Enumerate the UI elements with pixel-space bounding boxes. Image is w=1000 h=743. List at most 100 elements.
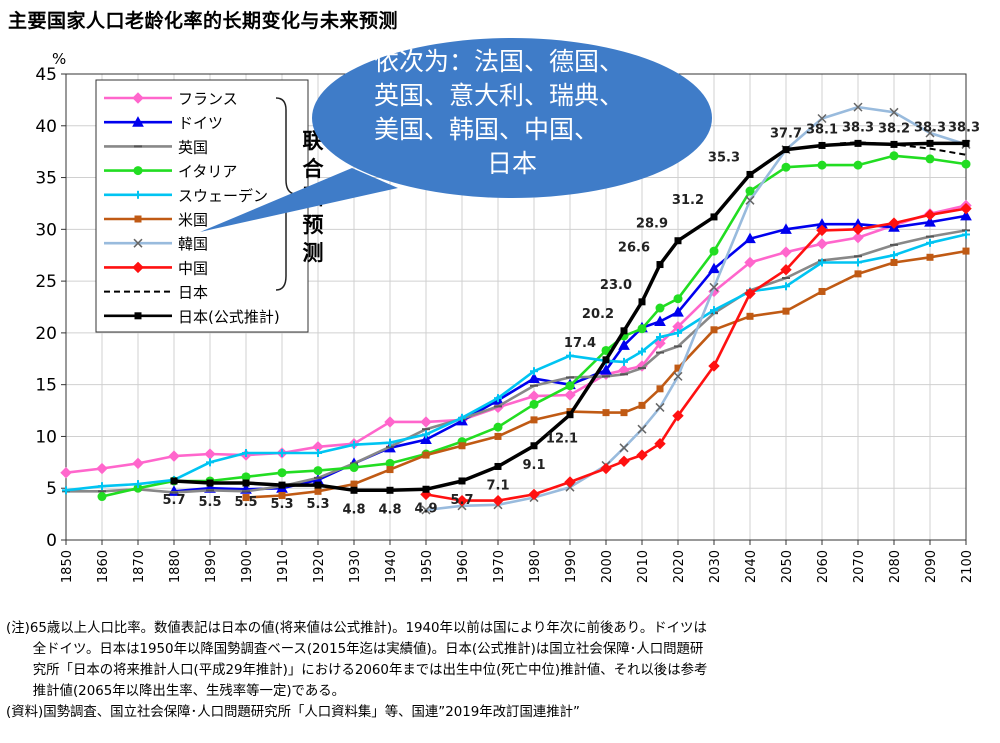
data-point <box>925 154 935 164</box>
data-point <box>888 217 900 229</box>
data-point <box>854 270 862 278</box>
data-point <box>710 326 718 334</box>
data-point <box>313 466 323 476</box>
legend-label: 日本(公式推計) <box>178 308 280 326</box>
x-tick-label: 1980 <box>528 550 543 583</box>
data-point <box>654 337 666 349</box>
data-point <box>818 141 826 149</box>
data-point <box>816 238 828 250</box>
data-point <box>636 449 648 461</box>
data-point <box>672 306 684 317</box>
data-point <box>529 399 539 409</box>
data-label: 26.6 <box>618 241 650 256</box>
data-point <box>744 256 756 269</box>
data-point <box>817 113 827 124</box>
data-label: 38.1 <box>806 122 838 137</box>
data-point <box>889 107 899 117</box>
data-point <box>638 298 646 306</box>
data-point <box>494 462 502 470</box>
callout-tail <box>200 168 398 232</box>
data-point <box>637 324 647 334</box>
x-tick-label: 1900 <box>240 550 255 583</box>
data-point <box>530 442 538 450</box>
legend-label: 英国 <box>178 138 208 156</box>
x-tick-label: 1920 <box>312 550 327 583</box>
data-point <box>780 223 792 234</box>
series-6 <box>242 247 970 502</box>
data-point <box>422 485 430 493</box>
x-tick-label: 1870 <box>132 550 147 583</box>
data-label: 9.1 <box>522 458 545 473</box>
y-axis-label: % <box>52 50 66 68</box>
data-point <box>673 294 683 304</box>
data-point <box>782 307 790 315</box>
data-point <box>853 102 863 112</box>
data-point <box>314 481 322 489</box>
y-tick-label: 30 <box>35 220 57 240</box>
data-point <box>314 487 322 495</box>
x-tick-label: 2050 <box>780 550 795 583</box>
data-point <box>853 160 863 170</box>
data-point <box>422 451 430 459</box>
data-point <box>708 262 720 274</box>
data-point <box>97 492 107 502</box>
data-point <box>674 237 682 245</box>
data-point <box>637 424 647 434</box>
data-point <box>386 486 394 494</box>
data-point <box>618 339 630 350</box>
data-point <box>600 462 612 475</box>
data-point <box>132 457 144 470</box>
legend-label: 韓国 <box>178 235 208 253</box>
data-point <box>134 312 142 320</box>
data-point <box>655 402 665 412</box>
series-line <box>425 207 967 502</box>
data-point <box>618 455 630 468</box>
x-tick-label: 2010 <box>636 550 651 583</box>
data-label: 12.1 <box>546 432 578 447</box>
data-point <box>674 364 682 372</box>
data-label: 28.9 <box>636 217 668 232</box>
legend-label: 日本 <box>178 284 208 302</box>
data-label: 31.2 <box>672 193 704 208</box>
data-point <box>566 411 574 419</box>
data-point <box>638 401 646 409</box>
x-tick-label: 2090 <box>924 550 939 583</box>
data-point <box>385 458 395 468</box>
data-label: 5.7 <box>162 493 185 508</box>
data-label: 38.3 <box>842 120 874 135</box>
data-point <box>744 232 756 244</box>
data-point <box>530 416 538 424</box>
data-label: 4.8 <box>342 502 365 517</box>
data-point <box>780 264 792 276</box>
data-point <box>168 450 180 462</box>
data-point <box>349 463 359 473</box>
series-line <box>66 229 967 494</box>
x-tick-label: 2060 <box>816 550 831 583</box>
data-label: 5.3 <box>270 497 293 512</box>
data-point <box>926 253 934 261</box>
data-point <box>780 246 792 258</box>
legend-label: 中国 <box>178 259 208 277</box>
data-point <box>134 215 142 223</box>
data-label: 38.3 <box>914 120 946 135</box>
note-line: 推計値(2065年以降出生率、生残率等一定)である。 <box>6 684 345 699</box>
data-point <box>384 416 396 428</box>
callout-bubble <box>312 38 712 198</box>
data-label: 37.7 <box>770 127 802 142</box>
data-label: 5.5 <box>198 495 221 510</box>
series-5 <box>62 230 970 495</box>
data-point <box>277 468 287 478</box>
data-point <box>602 356 610 364</box>
bracket-label-char: 合 <box>303 157 325 181</box>
data-label: 17.4 <box>564 336 596 351</box>
data-point <box>890 140 898 148</box>
legend-label: イタリア <box>178 163 237 181</box>
legend-label: スウェーデン <box>178 187 268 205</box>
x-tick-label: 2100 <box>960 550 975 583</box>
x-tick-label: 1860 <box>96 550 111 583</box>
y-tick-label: 0 <box>46 531 57 551</box>
data-point <box>421 505 431 515</box>
y-tick-label: 10 <box>35 427 57 447</box>
line-chart: 0 5 10 15 20 25 30 35 40 45 1850 1860 1870 1880 1890 19… <box>35 38 980 583</box>
x-tick-label: 1890 <box>204 550 219 583</box>
